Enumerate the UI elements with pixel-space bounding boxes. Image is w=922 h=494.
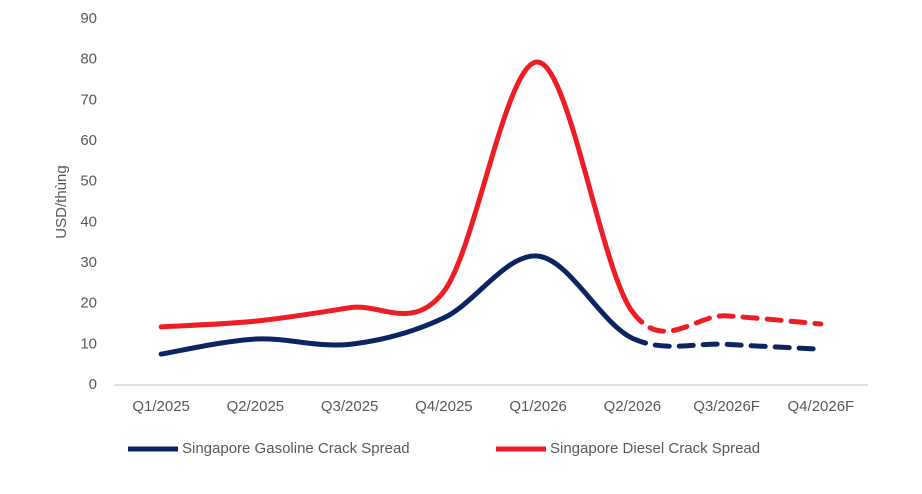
legend-label: Singapore Diesel Crack Spread xyxy=(550,440,760,457)
y-tick-label: 90 xyxy=(80,10,97,27)
x-tick-label: Q1/2026 xyxy=(509,398,567,415)
y-tick-label: 0 xyxy=(89,376,97,393)
x-tick-label: Q2/2026 xyxy=(604,398,662,415)
x-tick-label: Q2/2025 xyxy=(227,398,285,415)
x-tick-label: Q3/2026F xyxy=(693,398,760,415)
forecast-line xyxy=(629,309,824,334)
x-tick-label: Q4/2025 xyxy=(415,398,473,415)
y-tick-label: 70 xyxy=(80,91,97,108)
y-tick-label: 20 xyxy=(80,295,97,312)
series-line xyxy=(158,59,635,330)
y-tick-label: 40 xyxy=(80,213,97,230)
y-axis-label: USD/thùng xyxy=(53,165,70,238)
x-tick-label: Q4/2026F xyxy=(788,398,855,415)
y-tick-label: 10 xyxy=(80,335,97,352)
x-tick-label: Q1/2025 xyxy=(132,398,190,415)
legend-label: Singapore Gasoline Crack Spread xyxy=(182,440,410,457)
y-tick-label: 80 xyxy=(80,51,97,68)
y-tick-label: 60 xyxy=(80,132,97,149)
forecast-line xyxy=(629,335,824,352)
series-line xyxy=(158,253,635,357)
y-tick-label: 30 xyxy=(80,254,97,271)
y-tick-label: 50 xyxy=(80,173,97,190)
x-tick-label: Q3/2025 xyxy=(321,398,379,415)
